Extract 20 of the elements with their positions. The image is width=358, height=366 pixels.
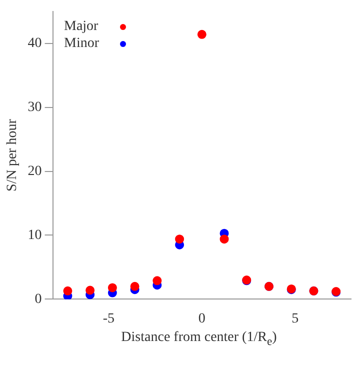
x-tick-label: 5 — [292, 311, 299, 326]
legend-label: Minor — [64, 35, 100, 52]
y-tick-label: 40 — [28, 36, 42, 52]
point — [175, 234, 184, 244]
y-tick-label: 20 — [28, 164, 42, 179]
x-tick-label: 0 — [198, 311, 206, 326]
point — [86, 286, 95, 295]
y-axis-title: S/N per hour — [5, 118, 20, 192]
point — [108, 283, 117, 292]
y-tick-label: 0 — [34, 292, 42, 307]
y-tick-label: 30 — [28, 100, 42, 116]
point — [130, 282, 140, 291]
x-axis-title: Distance from center (1/R$_{e}$) — [120, 330, 278, 348]
point — [220, 234, 229, 244]
point — [197, 30, 206, 39]
point — [63, 286, 72, 296]
x-tick-label: -5 — [102, 311, 115, 326]
legend-label: Major — [64, 18, 100, 35]
y-tick-label: 10 — [28, 228, 42, 243]
point — [152, 276, 162, 286]
